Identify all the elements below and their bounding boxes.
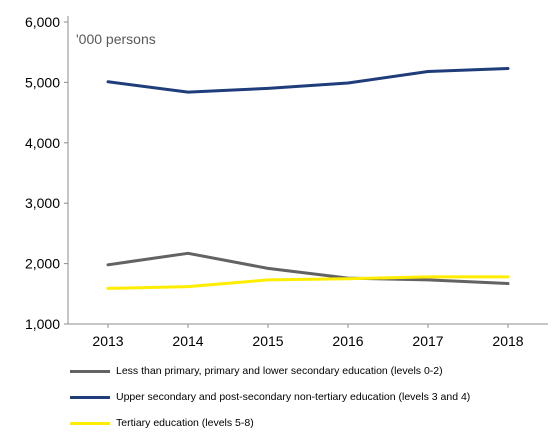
legend-item-levels-5-8: Tertiary education (levels 5-8) xyxy=(70,410,470,436)
legend: Less than primary, primary and lower sec… xyxy=(70,358,470,436)
legend-label-levels-0-2: Less than primary, primary and lower sec… xyxy=(116,365,443,377)
unit-note: '000 persons xyxy=(76,31,156,47)
legend-swatch-levels-3-4 xyxy=(70,395,110,399)
legend-item-levels-0-2: Less than primary, primary and lower sec… xyxy=(70,358,470,384)
legend-item-levels-3-4: Upper secondary and post-secondary non-t… xyxy=(70,384,470,410)
line-chart: 1,000 2,000 3,000 4,000 5,000 6,000 2013 2014 20… xyxy=(25,14,548,349)
y-tick-label: 4,000 xyxy=(25,135,60,151)
x-tick-label: 2016 xyxy=(332,333,363,349)
y-tick-label: 6,000 xyxy=(25,14,60,30)
legend-swatch-levels-5-8 xyxy=(70,421,110,425)
series-layer xyxy=(106,67,510,290)
y-tick-label: 1,000 xyxy=(25,316,60,332)
y-tick-label: 3,000 xyxy=(25,195,60,211)
legend-label-levels-3-4: Upper secondary and post-secondary non-t… xyxy=(116,391,471,403)
axes: 1,000 2,000 3,000 4,000 5,000 6,000 2013 2014 20… xyxy=(25,14,548,349)
legend-label-levels-5-8: Tertiary education (levels 5-8) xyxy=(116,417,254,429)
y-tick-label: 2,000 xyxy=(25,256,60,272)
x-tick-label: 2013 xyxy=(92,333,123,349)
x-tick-label: 2015 xyxy=(252,333,283,349)
x-tick-label: 2017 xyxy=(412,333,443,349)
legend-swatch-levels-0-2 xyxy=(70,369,110,373)
x-tick-label: 2014 xyxy=(172,333,203,349)
series-line-0 xyxy=(106,251,510,285)
series-line-2 xyxy=(106,275,510,290)
x-tick-label: 2018 xyxy=(492,333,523,349)
series-line-1 xyxy=(106,67,510,94)
y-tick-label: 5,000 xyxy=(25,74,60,90)
